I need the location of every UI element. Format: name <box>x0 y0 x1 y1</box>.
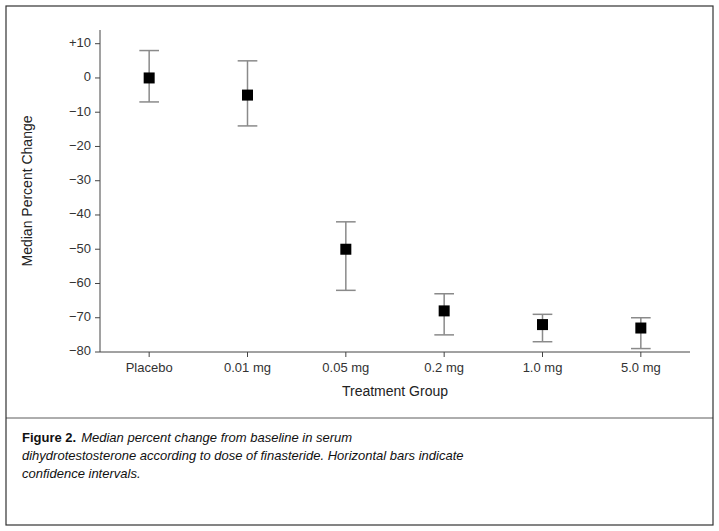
x-tick <box>640 352 641 357</box>
x-tick-label: 0.01 mg <box>224 360 271 375</box>
y-tick <box>95 283 100 284</box>
error-cap-upper <box>434 293 454 295</box>
figure-border <box>6 6 713 525</box>
error-cap-upper <box>139 50 159 52</box>
x-tick-label: 0.05 mg <box>322 360 369 375</box>
caption-text: Median percent change from baseline in s… <box>22 430 464 481</box>
y-tick-label: −40 <box>69 206 91 221</box>
y-tick-label: −80 <box>69 343 91 358</box>
y-tick-label: −20 <box>69 138 91 153</box>
caption-line: confidence intervals. <box>22 466 141 481</box>
y-tick <box>95 352 100 353</box>
caption-line: Median percent change from baseline in s… <box>81 430 352 445</box>
error-cap-upper <box>533 314 553 316</box>
x-tick <box>542 352 543 357</box>
y-tick-label: −50 <box>69 241 91 256</box>
x-tick <box>247 352 248 357</box>
y-tick-label: −70 <box>69 309 91 324</box>
y-tick-label: +10 <box>69 35 91 50</box>
error-cap-lower <box>336 290 356 292</box>
x-tick-label: 1.0 mg <box>523 360 563 375</box>
error-cap-upper <box>336 221 356 223</box>
median-marker <box>144 72 155 83</box>
y-tick <box>95 214 100 215</box>
x-axis-line <box>100 352 690 353</box>
y-tick <box>95 249 100 250</box>
x-tick <box>149 352 150 357</box>
caption-line: dihydrotestosterone according to dose of… <box>22 448 464 463</box>
y-tick <box>95 77 100 78</box>
y-axis-label: Median Percent Change <box>19 115 35 266</box>
x-tick-label: 5.0 mg <box>621 360 661 375</box>
x-axis-label: Treatment Group <box>342 383 448 399</box>
caption-separator <box>6 418 713 419</box>
error-bar <box>345 222 347 291</box>
y-tick-label: −30 <box>69 172 91 187</box>
error-cap-lower <box>238 125 258 127</box>
y-tick <box>95 146 100 147</box>
error-cap-lower <box>139 101 159 103</box>
median-marker <box>340 244 351 255</box>
y-tick <box>95 112 100 113</box>
chart: +10 0 −10 −20 −30 −40 −50 −60 −70 −80 Placebo 0.01 … <box>0 0 719 531</box>
x-tick <box>444 352 445 357</box>
median-marker <box>635 323 646 334</box>
median-marker <box>439 305 450 316</box>
y-tick <box>95 317 100 318</box>
y-tick-label: 0 <box>84 69 91 84</box>
error-cap-upper <box>631 317 651 319</box>
y-tick <box>95 43 100 44</box>
median-marker <box>242 90 253 101</box>
x-tick-label: Placebo <box>126 360 173 375</box>
x-tick-label: 0.2 mg <box>424 360 464 375</box>
error-cap-lower <box>434 334 454 336</box>
caption-title: Figure 2. <box>22 430 76 445</box>
x-tick <box>345 352 346 357</box>
plot-marks <box>139 51 650 349</box>
error-cap-lower <box>631 348 651 350</box>
median-marker <box>537 319 548 330</box>
error-cap-upper <box>238 60 258 62</box>
y-tick-label: −60 <box>69 275 91 290</box>
error-cap-lower <box>533 341 553 343</box>
y-tick-label: −10 <box>69 104 91 119</box>
y-tick <box>95 180 100 181</box>
